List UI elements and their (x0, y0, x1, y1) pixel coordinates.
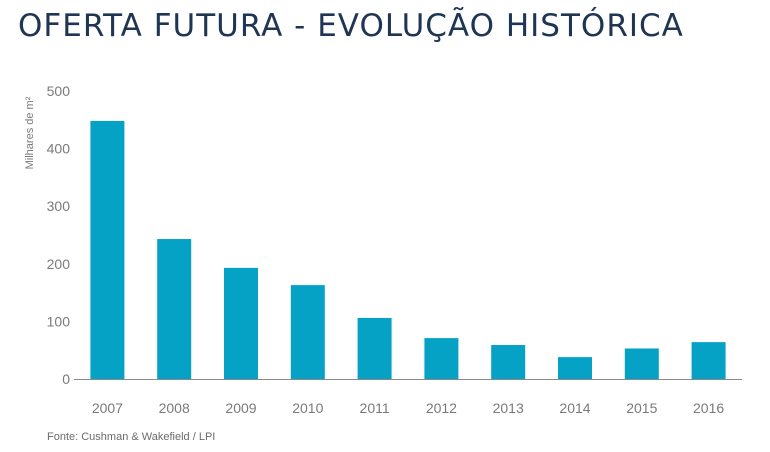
bar-2013 (491, 345, 526, 379)
x-tick-label: 2007 (92, 400, 123, 416)
x-tick-label: 2010 (292, 400, 323, 416)
bar-2015 (624, 348, 659, 379)
y-axis-ticks: 0 100 200 300 400 500 (47, 83, 71, 387)
x-axis-ticks: 2007 2008 2009 2010 2011 2012 2013 2014 2015 2016 (92, 400, 725, 416)
bar-2014 (558, 357, 592, 379)
bar-2010 (290, 285, 325, 379)
y-tick-label: 100 (47, 313, 71, 329)
y-tick-label: 400 (47, 141, 71, 157)
x-tick-label: 2016 (693, 400, 724, 416)
x-tick-label: 2014 (559, 400, 590, 416)
y-tick-label: 0 (62, 371, 70, 387)
x-tick-label: 2015 (626, 400, 657, 416)
y-tick-label: 200 (47, 256, 71, 272)
page-title: OFERTA FUTURA - EVOLUÇÃO HISTÓRICA (18, 8, 684, 44)
y-tick-label: 300 (47, 198, 71, 214)
x-tick-label: 2009 (225, 400, 256, 416)
bar-2007 (90, 120, 125, 380)
bars-group (90, 120, 726, 380)
bar-2016 (691, 342, 726, 379)
y-axis-label: Milhares de m² (24, 96, 36, 169)
bar-2009 (224, 267, 258, 379)
x-tick-label: 2008 (159, 400, 190, 416)
source-note: Fonte: Cushman & Wakefield / LPI (47, 431, 216, 443)
bar-2012 (424, 338, 459, 379)
x-tick-label: 2011 (360, 400, 390, 416)
x-tick-label: 2012 (426, 400, 457, 416)
y-tick-label: 500 (47, 83, 71, 99)
bar-2011 (357, 317, 392, 379)
x-tick-label: 2013 (493, 400, 524, 416)
bar-2008 (157, 239, 192, 379)
